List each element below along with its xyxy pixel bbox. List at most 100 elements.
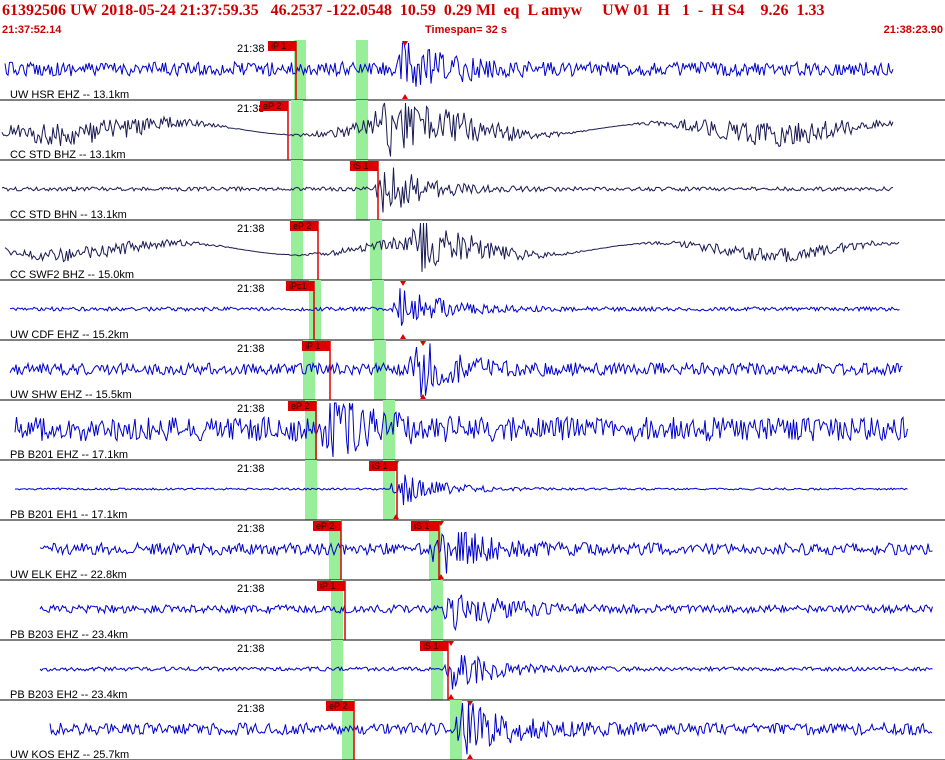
waveform <box>39 531 933 574</box>
arrival-marker-top <box>448 641 454 646</box>
station-label: CC STD BHZ -- 13.1km <box>10 149 126 161</box>
phase-pick-label: eP 2 <box>316 521 334 531</box>
phase-pick-label: iP 1 <box>271 41 286 51</box>
arrival-marker-bottom <box>402 94 408 99</box>
station-label: PB B203 EHZ -- 23.4km <box>10 629 128 641</box>
phase-pick-label: iPc1 <box>289 281 307 291</box>
phase-pick-flag[interactable] <box>290 221 318 231</box>
arrival-marker-bottom <box>438 574 444 579</box>
timespan-label: Timespan= 32 s <box>425 24 508 36</box>
phase-pick-flag[interactable] <box>288 401 316 411</box>
pick-highlight-band <box>291 100 303 160</box>
trace-time-label: 21:38 <box>237 463 265 475</box>
trace-time-label: 21:38 <box>237 703 265 715</box>
trace-time-label: 21:38 <box>237 43 265 55</box>
pick-highlight-band <box>383 460 395 520</box>
waveform <box>14 402 908 458</box>
phase-pick-flag[interactable] <box>350 161 378 171</box>
end-time: 21:38:23.90 <box>883 24 943 36</box>
trace-row[interactable]: 21:38 eP 2 CC SWF2 BHZ -- 15.0km <box>0 220 945 281</box>
phase-pick-label: iS 1 <box>423 641 439 651</box>
waveform <box>1 167 894 213</box>
pick-highlight-band <box>291 160 303 220</box>
phase-pick-flag[interactable] <box>286 281 314 291</box>
phase-pick-secondary-label: iS 1 <box>414 521 430 531</box>
trace-time-label: 21:38 <box>237 643 265 655</box>
start-time: 21:37:52.14 <box>2 24 62 36</box>
station-label: PB B201 EHZ -- 17.1km <box>10 449 128 461</box>
pick-highlight-band <box>294 40 306 100</box>
phase-pick-label: eP 2 <box>329 701 347 711</box>
waveform <box>39 594 933 632</box>
phase-pick-label: eP 2 <box>263 101 281 111</box>
event-summary-title: 61392506 UW 2018-05-24 21:37:59.35 46.25… <box>2 2 825 19</box>
trace-time-label: 21:38 <box>237 523 265 535</box>
pick-highlight-band <box>329 520 341 580</box>
station-label: UW HSR EHZ -- 13.1km <box>10 89 129 101</box>
trace-time-label: 21:38 <box>237 283 265 295</box>
pick-highlight-band <box>331 640 343 700</box>
header-bar: 61392506 UW 2018-05-24 21:37:59.35 46.25… <box>0 0 945 40</box>
trace-time-label: 21:38 <box>237 103 265 115</box>
arrival-marker-top <box>400 281 406 286</box>
arrival-marker-top <box>438 521 444 526</box>
arrival-marker-bottom <box>467 754 473 759</box>
pick-highlight-band <box>429 520 441 580</box>
waveform <box>9 343 903 398</box>
trace-row[interactable]: 21:38 iP 1 UW HSR EHZ -- 13.1km <box>0 40 945 101</box>
pick-highlight-band <box>291 220 303 280</box>
pick-highlight-band <box>370 220 382 280</box>
station-label: UW CDF EHZ -- 15.2km <box>10 329 129 341</box>
waveform <box>4 42 894 87</box>
arrival-marker-bottom <box>448 694 454 699</box>
phase-pick-flag[interactable] <box>260 101 288 111</box>
trace-time-label: 21:38 <box>237 223 265 235</box>
phase-pick-flag[interactable] <box>420 641 448 651</box>
station-label: UW SHW EHZ -- 15.5km <box>10 389 132 401</box>
pick-highlight-band <box>356 160 368 220</box>
station-label: UW ELK EHZ -- 22.8km <box>10 569 127 581</box>
phase-pick-label: iS 1 <box>353 161 369 171</box>
phase-pick-flag[interactable] <box>313 521 341 531</box>
trace-row[interactable]: 21:38 iPc1 UW CDF EHZ -- 15.2km <box>0 280 945 341</box>
arrival-marker-top <box>420 341 426 346</box>
pick-highlight-band <box>431 580 443 640</box>
arrival-marker-top <box>402 41 408 46</box>
trace-time-label: 21:38 <box>237 403 265 415</box>
phase-pick-label: iP 1 <box>320 581 335 591</box>
pick-highlight-band <box>305 460 317 520</box>
trace-row[interactable]: 21:38 iP 1 PB B203 EHZ -- 23.4km <box>0 580 945 641</box>
trace-row[interactable]: 21:38 eP 2 UW KOS EHZ -- 25.7km <box>0 700 945 760</box>
trace-row[interactable]: 21:38 eP 2 iS 1 UW ELK EHZ -- 22.8km <box>0 520 945 581</box>
waveform <box>10 288 900 326</box>
phase-pick-flag[interactable] <box>326 701 354 711</box>
arrival-marker-bottom <box>400 334 406 339</box>
arrival-marker-top <box>393 461 399 466</box>
phase-pick-flag[interactable] <box>369 461 397 471</box>
phase-pick-flag[interactable] <box>317 581 345 591</box>
phase-pick-flag[interactable] <box>302 341 330 351</box>
phase-pick-label: iP 1 <box>305 341 320 351</box>
phase-pick-label: eP 2 <box>293 221 311 231</box>
arrival-marker-bottom <box>393 514 399 519</box>
pick-highlight-band <box>309 280 321 340</box>
station-label: CC STD BHN -- 13.1km <box>10 209 127 221</box>
waveform <box>39 654 933 690</box>
trace-row[interactable]: 21:38 iS 1 PB B203 EH2 -- 23.4km <box>0 640 945 701</box>
phase-pick-secondary-flag[interactable] <box>411 521 439 531</box>
waveform <box>1 102 894 157</box>
phase-pick-label: eP 2 <box>291 401 309 411</box>
trace-row[interactable]: 21:38 eP 2 PB B201 EHZ -- 17.1km <box>0 400 945 461</box>
phase-pick-flag[interactable] <box>268 41 296 51</box>
pick-highlight-band <box>450 700 462 760</box>
pick-highlight-band <box>303 340 315 400</box>
phase-pick-label: iS 1 <box>372 461 388 471</box>
trace-row[interactable]: 21:38 iP 1 UW SHW EHZ -- 15.5km <box>0 340 945 401</box>
trace-row[interactable]: 21:38 iS 1 PB B201 EH1 -- 17.1km <box>0 460 945 521</box>
pick-highlight-band <box>331 580 343 640</box>
waveform <box>4 222 900 272</box>
pick-highlight-band <box>431 640 443 700</box>
trace-row[interactable]: iS 1 CC STD BHN -- 13.1km <box>0 160 945 221</box>
